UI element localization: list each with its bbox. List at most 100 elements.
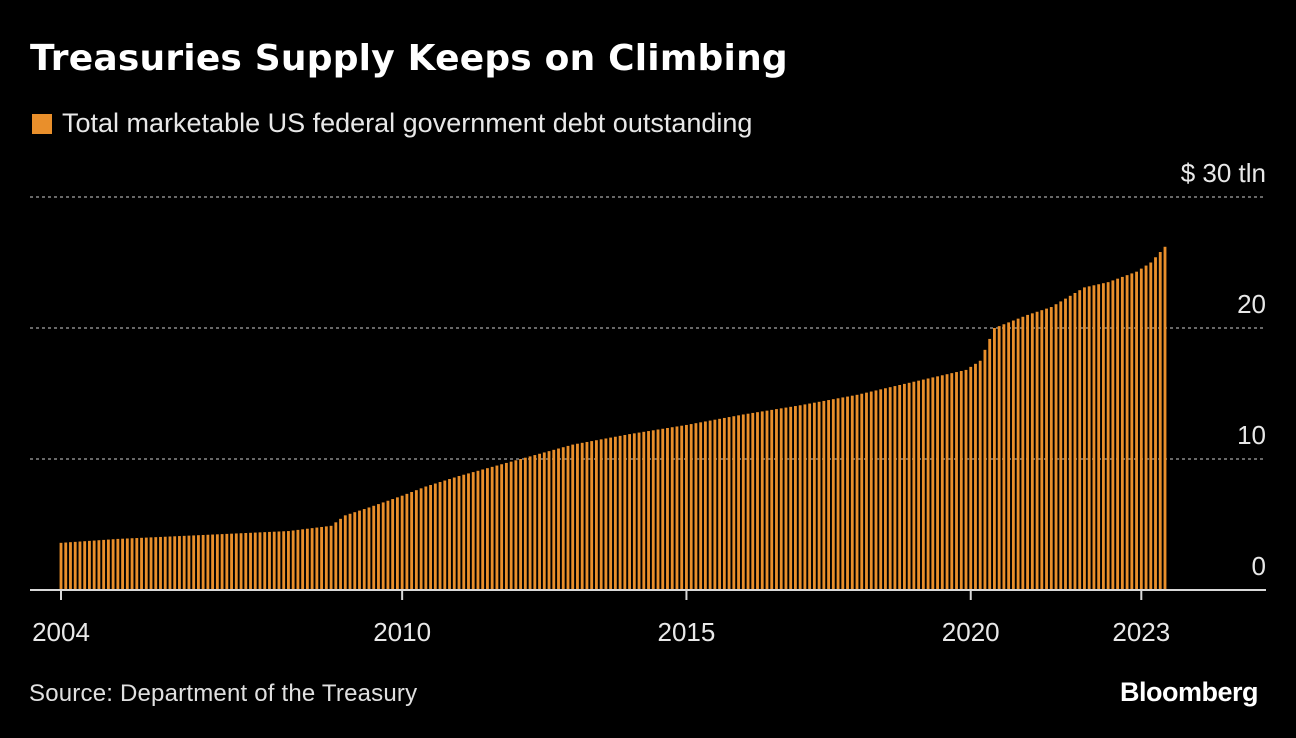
bar <box>552 449 556 590</box>
bar <box>827 400 831 590</box>
bar <box>888 387 892 590</box>
bar <box>955 372 958 590</box>
bar <box>353 512 357 590</box>
bar <box>1120 276 1124 590</box>
bar <box>239 533 243 590</box>
bar <box>1007 322 1011 590</box>
bar <box>950 373 954 590</box>
bar <box>571 444 575 590</box>
bar <box>452 477 456 590</box>
bar <box>69 542 72 590</box>
bar <box>751 412 755 590</box>
bar <box>73 541 77 590</box>
bar <box>173 536 177 590</box>
bar <box>1130 273 1134 590</box>
y-tick-label-30: $ 30 tln <box>1181 158 1266 188</box>
bar <box>737 415 740 590</box>
bar <box>936 376 939 590</box>
bar <box>230 533 233 590</box>
bar <box>225 533 229 590</box>
bar <box>438 482 442 590</box>
bar <box>1097 284 1101 590</box>
bar <box>822 400 826 590</box>
bar <box>604 438 608 590</box>
y-tick-label-10: 10 <box>1237 420 1266 450</box>
bar <box>538 453 541 590</box>
bar <box>836 398 840 590</box>
bar <box>902 383 906 590</box>
bar <box>794 406 797 590</box>
bar <box>618 435 622 590</box>
bar <box>144 537 148 590</box>
bar <box>988 338 992 590</box>
bar <box>1059 301 1063 590</box>
bar <box>192 535 196 590</box>
bar <box>258 532 262 590</box>
bar <box>931 377 935 590</box>
bar <box>599 439 603 590</box>
bar <box>1054 304 1058 590</box>
chart-title: Treasuries Supply Keeps on Climbing <box>30 38 788 79</box>
bar <box>414 490 418 590</box>
bar <box>495 465 499 590</box>
bar <box>187 535 191 590</box>
bar <box>997 326 1001 590</box>
bar <box>609 437 613 590</box>
bar <box>272 531 276 590</box>
bar <box>135 538 139 590</box>
bar <box>912 381 916 590</box>
bar <box>557 448 560 590</box>
bar <box>642 431 646 590</box>
bar <box>528 456 532 590</box>
bar <box>647 431 650 590</box>
bar <box>969 366 973 590</box>
bar <box>680 425 684 590</box>
bar <box>1135 271 1138 590</box>
bar <box>116 538 120 590</box>
bar <box>381 502 385 590</box>
bar <box>211 534 215 590</box>
bar <box>1101 283 1105 590</box>
bar <box>1035 311 1039 590</box>
bar <box>699 422 703 590</box>
bar <box>296 529 300 590</box>
bar <box>661 428 665 590</box>
bar <box>803 404 807 590</box>
bar <box>1116 278 1120 590</box>
bar <box>92 540 96 590</box>
bar <box>305 528 309 590</box>
bar <box>334 522 338 590</box>
bar <box>770 409 774 591</box>
bar <box>448 479 451 590</box>
legend-swatch <box>32 113 52 134</box>
x-tick-label-2020: 2020 <box>942 617 1000 647</box>
bar <box>727 417 731 590</box>
bar <box>1002 324 1006 590</box>
bar <box>130 538 134 590</box>
bar <box>959 370 963 590</box>
bar <box>125 538 129 590</box>
bar <box>196 535 200 590</box>
bar <box>462 474 466 590</box>
source-note: Source: Department of the Treasury <box>29 680 418 707</box>
bar <box>1030 313 1034 590</box>
x-axis <box>30 589 1266 600</box>
bar <box>1139 268 1143 590</box>
bar <box>784 407 788 590</box>
bar <box>395 497 399 590</box>
y-tick-label-0: 0 <box>1252 551 1266 581</box>
bar <box>628 434 631 590</box>
bar <box>329 525 333 590</box>
bar <box>722 417 726 590</box>
bar <box>215 534 219 590</box>
bar <box>547 451 551 590</box>
bar <box>201 534 205 590</box>
bar <box>178 536 181 590</box>
bar <box>580 442 584 590</box>
bar <box>921 379 925 590</box>
bar <box>282 531 286 590</box>
bars <box>59 246 1167 591</box>
bar <box>476 470 480 590</box>
bar <box>623 434 627 590</box>
bar <box>424 486 428 590</box>
